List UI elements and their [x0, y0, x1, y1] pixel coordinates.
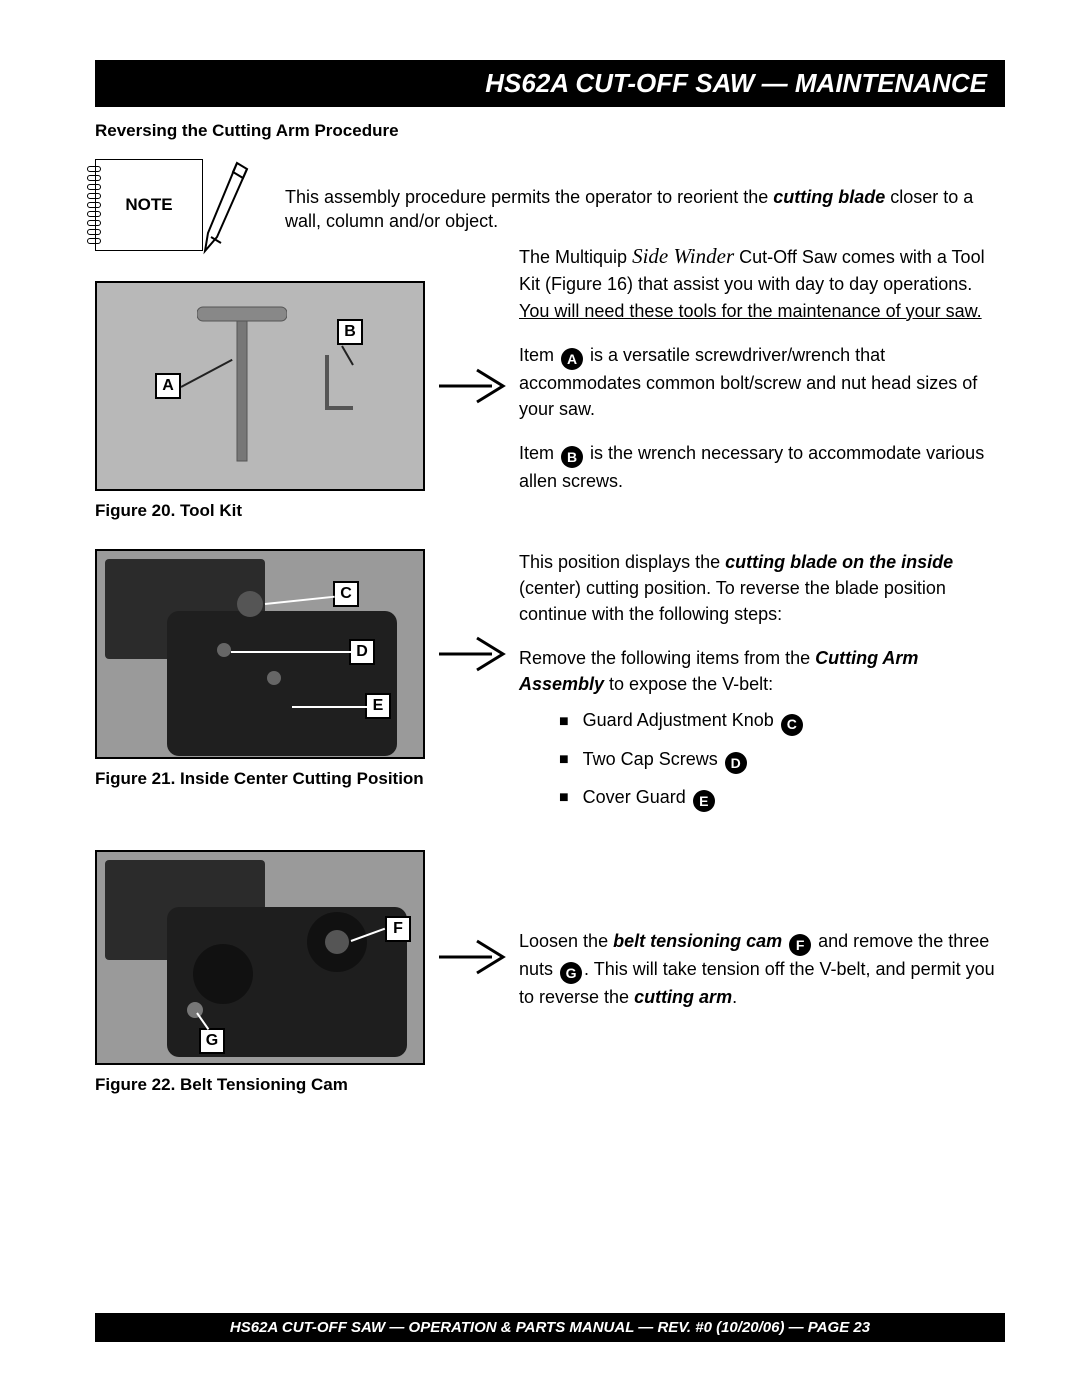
circle-letter-e: E: [693, 790, 715, 812]
figure-21-desc: This position displays the cutting blade…: [519, 549, 1005, 822]
fig21-bullets: Guard Adjustment Knob C Two Cap Screws D…: [519, 707, 1005, 811]
fig20-p3: Item B is the wrench necessary to accomm…: [519, 440, 1005, 494]
page-footer-bar: HS62A CUT-OFF SAW — OPERATION & PARTS MA…: [95, 1313, 1005, 1342]
page-header-title: HS62A CUT-OFF SAW — MAINTENANCE: [485, 68, 987, 98]
figure-20-caption: Figure 20. Tool Kit: [95, 501, 425, 521]
list-item: Cover Guard E: [559, 784, 1005, 812]
circle-letter-a: A: [561, 348, 583, 370]
circle-letter-b: B: [561, 446, 583, 468]
fig20-p1: The Multiquip Side Winder Cut-Off Saw co…: [519, 241, 1005, 324]
callout-label-c: C: [333, 581, 359, 607]
circle-letter-g: G: [560, 962, 582, 984]
figure-20-row: A B Figure 20. Tool Kit The Multiquip Si…: [95, 281, 1005, 521]
callout-line: [265, 596, 335, 605]
note-text-em: cutting blade: [773, 187, 885, 207]
notepad-spiral-icon: [87, 160, 101, 250]
section-heading: Reversing the Cutting Arm Procedure: [95, 121, 1005, 141]
figure-22-desc: Loosen the belt tensioning cam F and rem…: [519, 850, 1005, 1028]
notepad-box: NOTE: [95, 159, 203, 251]
list-item: Guard Adjustment Knob C: [559, 707, 1005, 735]
page-header-bar: HS62A CUT-OFF SAW — MAINTENANCE: [95, 60, 1005, 107]
note-label: NOTE: [125, 195, 172, 215]
sidewinder-script: Side Winder: [632, 244, 734, 268]
fig21-p2: Remove the following items from the Cutt…: [519, 645, 1005, 697]
arrow-right-icon: [437, 634, 507, 674]
arrow-col-1: [437, 281, 507, 491]
figure-20-col: A B Figure 20. Tool Kit: [95, 281, 425, 521]
circle-letter-d: D: [725, 752, 747, 774]
callout-label-e: E: [365, 693, 391, 719]
callout-line: [231, 651, 351, 653]
callout-label-b: B: [337, 319, 363, 345]
note-text-pre: This assembly procedure permits the oper…: [285, 187, 773, 207]
figure-22-row: F G Figure 22. Belt Tensioning Cam Loose…: [95, 850, 1005, 1095]
figure-20-image: A B: [95, 281, 425, 491]
figure-20-desc: The Multiquip Side Winder Cut-Off Saw co…: [519, 241, 1005, 512]
footer-text: HS62A CUT-OFF SAW — OPERATION & PARTS MA…: [230, 1319, 870, 1336]
arrow-col-3: [437, 850, 507, 1065]
arrow-right-icon: [437, 937, 507, 977]
callout-label-a: A: [155, 373, 181, 399]
callout-line: [292, 706, 367, 708]
note-text: This assembly procedure permits the oper…: [285, 185, 1005, 234]
callout-label-f: F: [385, 916, 411, 942]
arrow-right-icon: [437, 366, 507, 406]
pencil-icon: [203, 159, 255, 259]
figure-21-caption: Figure 21. Inside Center Cutting Positio…: [95, 769, 425, 789]
figure-21-row: C D E Figure 21. Inside Center Cutting P…: [95, 549, 1005, 822]
figure-22-caption: Figure 22. Belt Tensioning Cam: [95, 1075, 425, 1095]
fig21-p1: This position displays the cutting blade…: [519, 549, 1005, 627]
notepad-icon: NOTE: [95, 159, 255, 259]
callout-label-d: D: [349, 639, 375, 665]
fig20-p2: Item A is a versatile screwdriver/wrench…: [519, 342, 1005, 422]
arrow-col-2: [437, 549, 507, 759]
figure-22-image: F G: [95, 850, 425, 1065]
t-wrench-icon: [197, 301, 287, 471]
circle-letter-f: F: [789, 934, 811, 956]
fig22-p1: Loosen the belt tensioning cam F and rem…: [519, 928, 1005, 1010]
callout-label-g: G: [199, 1028, 225, 1054]
circle-letter-c: C: [781, 714, 803, 736]
hex-key-icon: [325, 355, 353, 410]
list-item: Two Cap Screws D: [559, 746, 1005, 774]
figure-21-col: C D E Figure 21. Inside Center Cutting P…: [95, 549, 425, 789]
figure-21-image: C D E: [95, 549, 425, 759]
figure-22-col: F G Figure 22. Belt Tensioning Cam: [95, 850, 425, 1095]
